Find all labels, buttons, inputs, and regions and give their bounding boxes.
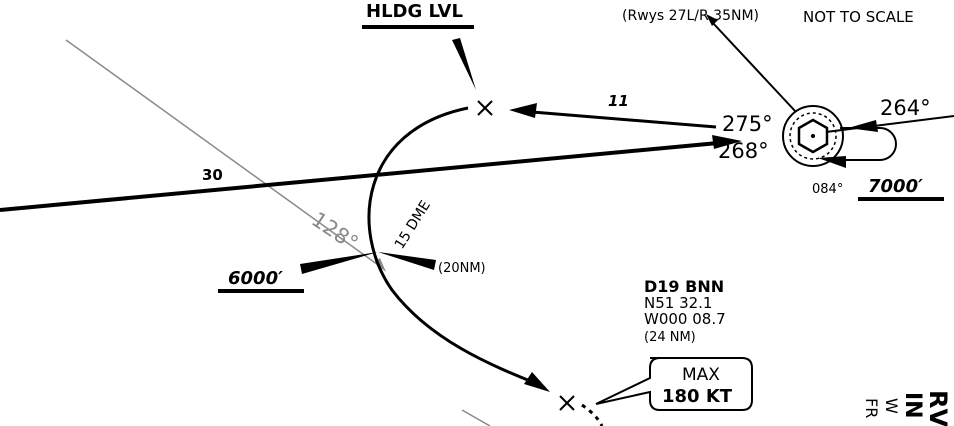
rwys-note: (Rwys 27L/R 35NM) [622,8,759,24]
speed-max-label: MAX [682,365,720,385]
hldg-lvl-leader [452,38,476,90]
lower-fix-cross [559,395,575,411]
vor-symbol [782,105,844,167]
arc-continuation [581,403,604,426]
hldg-lvl-underline [362,25,474,29]
alt-6000-underline [218,289,304,293]
alt-6000-label: 6000′ [228,268,283,289]
holding-fix-cross [477,100,493,116]
speed-box[interactable] [595,357,753,411]
alt-6000-leader [300,252,378,274]
course-275-label: 275° [722,112,773,136]
course-264-label: 264° [880,96,931,120]
radial-lower-line [461,409,491,426]
rwys-leader-head [706,14,718,26]
dist-11-label: 11 [608,92,629,110]
course-268-label: 268° [718,139,769,163]
alt-7000-label: 7000′ [868,176,923,197]
track-275-line [519,109,717,129]
radial-128-line [65,39,386,271]
dist-30-label: 30 [202,166,223,184]
hldg-lvl-label: HLDG LVL [366,1,463,22]
nm-20-label: (20NM) [438,261,486,276]
track-268-line [0,141,719,212]
fix-lon: W000 08.7 [644,310,726,328]
track-264-line [825,115,954,133]
not-to-scale-label: NOT TO SCALE [803,8,914,26]
edge-rv-label: RV [924,390,952,426]
vor-holding-pattern [838,127,897,161]
edge-in-label: IN [900,392,925,419]
dme-15-label: 15 DME [392,198,434,252]
track-268-arrowhead [712,135,742,149]
alt-7000-underline [858,197,944,201]
rwys-leader [711,21,797,113]
speed-value-label: 180 KT [662,386,733,407]
edge-fr-label: FR [862,398,881,418]
fix-dist: (24 NM) [644,330,696,345]
track-264-arrowhead [848,120,878,132]
arc-arrowhead [524,372,550,392]
arc-path [367,106,541,387]
edge-w-label: W [882,398,901,414]
fix-name: D19 BNN [644,277,724,296]
track-275-arrowhead [509,103,537,118]
nm-20-leader [378,252,436,270]
track-084-arrowhead [818,156,846,168]
fix-lat: N51 32.1 [644,294,712,312]
course-084-label: 084° [812,182,843,197]
